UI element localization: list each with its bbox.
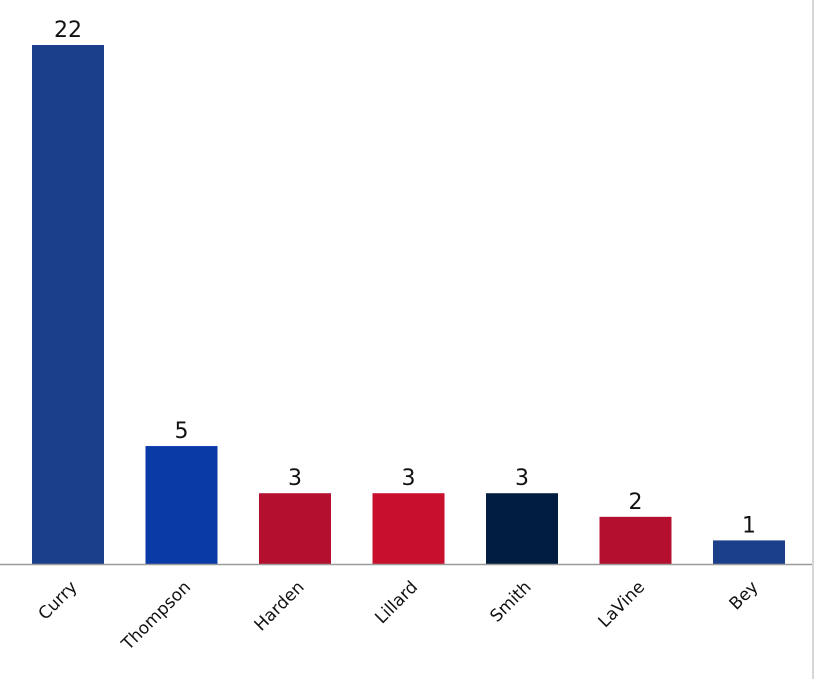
bar-value-label-lillard: 3 xyxy=(402,466,416,491)
x-tick-labels: Curry Thompson Harden Lillard Smith LaVine Bey xyxy=(35,577,763,655)
x-tick-label-curry: Curry xyxy=(35,577,82,624)
bars-layer xyxy=(32,45,785,564)
bar-value-label-smith: 3 xyxy=(515,466,529,491)
bar-value-label-curry: 22 xyxy=(54,18,82,43)
bar-bey xyxy=(713,540,785,564)
bar-lillard xyxy=(372,493,445,564)
bar-thompson xyxy=(145,446,218,564)
x-tick-label-smith: Smith xyxy=(486,577,535,626)
bar-value-label-harden: 3 xyxy=(288,466,302,491)
value-labels-layer: 22 5 3 3 3 2 1 xyxy=(54,18,756,538)
panel-right-border xyxy=(812,0,814,679)
bar-lavine xyxy=(599,516,672,564)
bar-value-label-bey: 1 xyxy=(742,513,756,538)
bar-curry xyxy=(32,45,104,564)
bar-smith xyxy=(486,493,558,564)
bar-value-label-thompson: 5 xyxy=(175,419,189,444)
x-tick-label-bey: Bey xyxy=(726,577,763,614)
x-tick-label-thompson: Thompson xyxy=(117,577,195,655)
x-tick-label-lavine: LaVine xyxy=(595,577,650,632)
bar-value-label-lavine: 2 xyxy=(629,490,643,515)
bar-harden xyxy=(259,493,331,564)
x-tick-label-harden: Harden xyxy=(251,577,309,635)
x-tick-label-lillard: Lillard xyxy=(371,577,422,628)
